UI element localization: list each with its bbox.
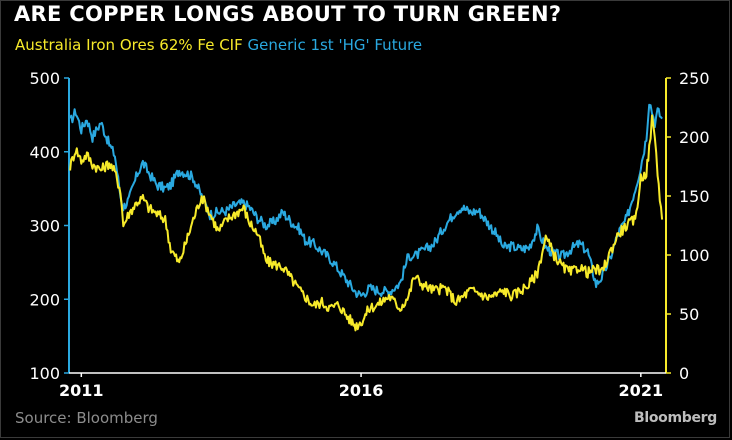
axes <box>64 77 671 377</box>
series-group <box>69 103 664 332</box>
chart-subtitle: Australia Iron Ores 62% Fe CIF Generic 1… <box>15 36 422 54</box>
x-tick-label: 2016 <box>339 381 384 400</box>
left-tick-label: 300 <box>29 217 60 236</box>
iron-ore-series-line <box>69 114 664 332</box>
right-tick-label: 150 <box>679 187 710 206</box>
left-tick-label: 200 <box>29 290 60 309</box>
legend-copper: Generic 1st 'HG' Future <box>247 36 423 54</box>
tick-labels: 100 200 300 400 500 0 50 100 150 200 250 2011 2016 20… <box>29 69 709 400</box>
bloomberg-logo: Bloomberg <box>633 410 717 426</box>
legend-iron-ore: Australia Iron Ores 62% Fe CIF <box>15 36 243 54</box>
right-tick-label: 250 <box>679 69 710 88</box>
source-note: Source: Bloomberg <box>15 409 158 427</box>
right-tick-label: 100 <box>679 246 710 265</box>
right-tick-label: 50 <box>679 305 699 324</box>
copper-series-line <box>69 103 663 298</box>
left-tick-label: 100 <box>29 364 60 383</box>
right-tick-label: 0 <box>679 364 689 383</box>
x-tick-label: 2011 <box>59 381 104 400</box>
right-tick-label: 200 <box>679 128 710 147</box>
chart-title: ARE COPPER LONGS ABOUT TO TURN GREEN? <box>14 2 562 26</box>
left-tick-label: 500 <box>29 69 60 88</box>
x-tick-label: 2021 <box>619 381 664 400</box>
left-tick-label: 400 <box>29 143 60 162</box>
